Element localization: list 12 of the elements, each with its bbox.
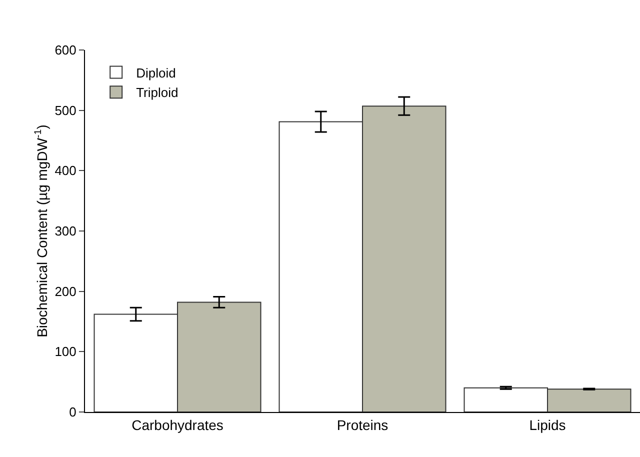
y-tick-label: 300	[54, 224, 76, 239]
legend-label: Diploid	[136, 65, 176, 80]
x-tick-label: Lipids	[529, 416, 566, 433]
y-tick-label: 400	[54, 163, 76, 178]
x-tick-label: Proteins	[336, 416, 388, 433]
y-tick-label: 0	[69, 404, 76, 420]
legend-label: Triploid	[136, 85, 178, 100]
y-tick-label: 500	[54, 102, 76, 118]
y-tick-label: 600	[54, 42, 76, 58]
y-tick-label: 200	[54, 284, 76, 299]
y-tick-label: 100	[54, 344, 76, 360]
x-tick-label: Carbohydrates	[132, 416, 224, 433]
